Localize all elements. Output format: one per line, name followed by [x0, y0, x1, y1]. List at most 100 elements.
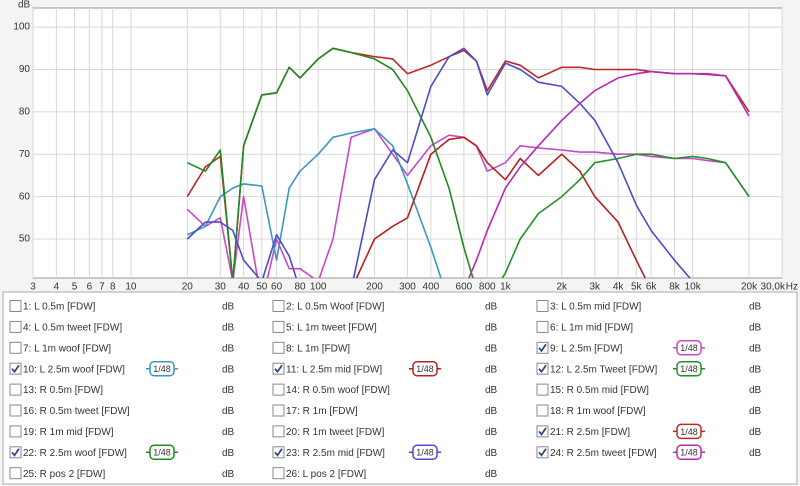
legend-entry: 8: L 1m [FDW] dB [272, 341, 498, 354]
check-mark [538, 448, 547, 457]
legend-entry: 13: R 0.5m [FDW] dB [9, 383, 235, 396]
legend-label: 2: L 0.5m Woof [FDW] [286, 302, 385, 313]
x-tick-label: 400 [423, 282, 440, 293]
legend-unit: dB [749, 385, 762, 396]
legend-unit: dB [485, 406, 498, 417]
legend-entry: 26: L pos 2 [FDW] dB [272, 467, 498, 480]
checkbox[interactable] [9, 404, 22, 417]
x-axis-unit: Hz [786, 282, 798, 293]
legend-entry: 21: R 2.5m [FDW] 1/48 dB [536, 423, 762, 440]
response-curve [501, 153, 750, 278]
legend-label: 24: R 2.5m tweet [FDW] [550, 448, 657, 459]
smoothing-label: 1/48 [680, 343, 698, 353]
smoothing-badge[interactable] [412, 360, 438, 377]
legend-unit: dB [222, 427, 235, 438]
check-mark [538, 343, 547, 353]
legend-entry: 10: L 2.5m woof [FDW] 1/48 dB [9, 360, 235, 377]
checkbox[interactable] [536, 383, 549, 396]
smoothing-label: 1/48 [416, 364, 434, 374]
legend-entry: 25: R pos 2 [FDW] dB [9, 467, 235, 480]
legend-unit: dB [485, 343, 498, 354]
legend-label: 8: L 1m [FDW] [286, 343, 350, 354]
y-tick-label: 80 [19, 106, 31, 117]
x-tick-label: 7 [99, 282, 105, 293]
legend-entry: 12: L 2.5m Tweet [FDW] 1/48 dB [536, 360, 762, 377]
x-tick-label: 10k [685, 282, 702, 293]
check-mark [274, 448, 283, 457]
legend-label: 15: R 0.5m mid [FDW] [550, 385, 649, 396]
legend-entry: 20: R 1m tweet [FDW] dB [272, 425, 498, 438]
smoothing-badge[interactable] [149, 444, 175, 461]
legend-label: 12: L 2.5m Tweet [FDW] [550, 364, 657, 375]
legend-label: 1: L 0.5m [FDW] [23, 302, 96, 313]
checkbox[interactable] [272, 383, 285, 396]
x-tick-label: 4 [54, 282, 60, 293]
response-curve [468, 70, 750, 278]
legend: 1: L 0.5m [FDW] dB 2: L 0.5m Woof [FDW] dB 3… [9, 300, 762, 480]
y-tick-label: 70 [19, 149, 31, 160]
legend-unit: dB [222, 406, 235, 417]
legend-unit: dB [222, 323, 235, 334]
legend-unit: dB [485, 364, 498, 375]
legend-label: 3: L 0.5m mid [FDW] [550, 302, 642, 313]
smoothing-badge[interactable] [676, 340, 702, 356]
legend-entry: 11: L 2.5m mid [FDW] 1/48 dB [272, 360, 498, 377]
checkbox[interactable] [9, 467, 22, 480]
legend-unit: dB [749, 406, 762, 417]
legend-unit: dB [749, 364, 762, 375]
x-tick-label: 20 [182, 282, 194, 293]
checkbox[interactable] [272, 404, 285, 417]
legend-entry: 4: L 0.5m tweet [FDW] dB [9, 320, 235, 334]
legend-entry: 17: R 1m [FDW] dB [272, 404, 498, 417]
smoothing-label: 1/48 [153, 448, 171, 458]
checkbox[interactable] [9, 425, 22, 438]
checkbox[interactable] [9, 341, 22, 354]
checkbox[interactable] [272, 341, 285, 354]
checkbox[interactable] [9, 383, 22, 396]
smoothing-badge[interactable] [676, 360, 702, 377]
legend-label: 13: R 0.5m [FDW] [23, 385, 103, 396]
check-mark [274, 364, 283, 374]
x-tick-label: 300 [399, 282, 416, 293]
checkbox[interactable] [272, 320, 285, 333]
legend-label: 17: R 1m [FDW] [286, 406, 358, 417]
legend-label: 26: L pos 2 [FDW] [286, 469, 366, 480]
smoothing-badge[interactable] [412, 444, 438, 461]
legend-label: 11: L 2.5m mid [FDW] [286, 364, 382, 375]
y-tick-label: 50 [19, 234, 31, 245]
legend-unit: dB [749, 427, 762, 438]
checkbox[interactable] [536, 320, 549, 333]
x-tick-label: 10 [125, 282, 137, 293]
legend-entry: 23: R 2.5m mid [FDW] 1/48 dB [272, 444, 498, 461]
smoothing-badge[interactable] [676, 444, 702, 461]
checkbox[interactable] [536, 300, 549, 312]
smoothing-badge[interactable] [676, 423, 702, 440]
checkbox[interactable] [9, 320, 22, 333]
legend-label: 7: L 1m woof [FDW] [23, 343, 111, 354]
legend-label: 18: R 1m woof [FDW] [550, 406, 646, 417]
checkbox[interactable] [536, 404, 549, 417]
x-tick-label: 6 [87, 282, 93, 293]
legend-entry: 3: L 0.5m mid [FDW] dB [536, 300, 762, 313]
legend-unit: dB [485, 448, 498, 459]
legend-entry: 22: R 2.5m woof [FDW] 1/48 dB [9, 444, 235, 461]
checkbox[interactable] [272, 467, 285, 480]
legend-entry: 7: L 1m woof [FDW] dB [9, 341, 235, 354]
response-curve [186, 128, 442, 278]
legend-unit: dB [485, 427, 498, 438]
checkbox[interactable] [272, 425, 285, 438]
response-curve [186, 47, 474, 278]
x-tick-label: 600 [456, 282, 473, 293]
curves [186, 47, 750, 278]
smoothing-badge[interactable] [149, 360, 175, 377]
legend-label: 25: R pos 2 [FDW] [23, 469, 105, 480]
x-tick-label: 800 [479, 282, 496, 293]
check-mark [538, 427, 547, 436]
legend-unit: dB [485, 323, 498, 334]
smoothing-label: 1/48 [680, 427, 698, 437]
legend-unit: dB [485, 385, 498, 396]
checkbox[interactable] [9, 300, 22, 312]
x-tick-label: 30,0k [761, 282, 786, 293]
legend-label: 23: R 2.5m mid [FDW] [286, 448, 385, 459]
checkbox[interactable] [272, 300, 285, 312]
